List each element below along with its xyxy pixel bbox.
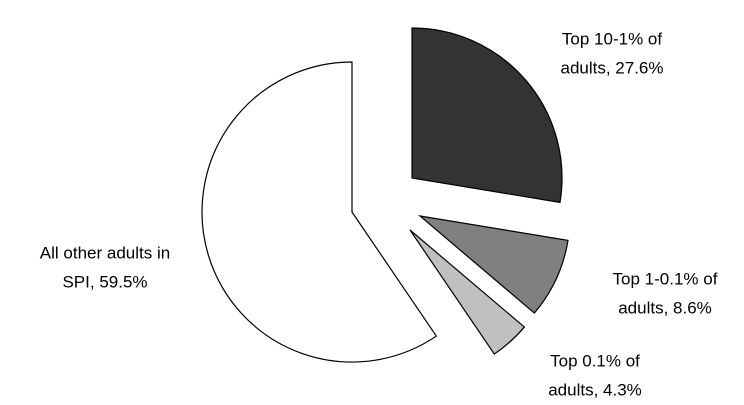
- slice-label: adults, 27.6%: [560, 58, 663, 77]
- slice-label: adults, 8.6%: [618, 298, 712, 317]
- pie-slice: [409, 229, 526, 355]
- slice-label: Top 1-0.1% of: [613, 269, 718, 288]
- pie-slice: [201, 61, 438, 363]
- slice-label: adults, 4.3%: [548, 380, 642, 399]
- slice-label: Top 10-1% of: [562, 29, 662, 48]
- slice-label: SPI, 59.5%: [62, 272, 147, 291]
- slice-label: All other adults in: [40, 243, 170, 262]
- pie-slice: [411, 27, 563, 204]
- slice-label: Top 0.1% of: [550, 351, 640, 370]
- pie-slice: [417, 215, 569, 314]
